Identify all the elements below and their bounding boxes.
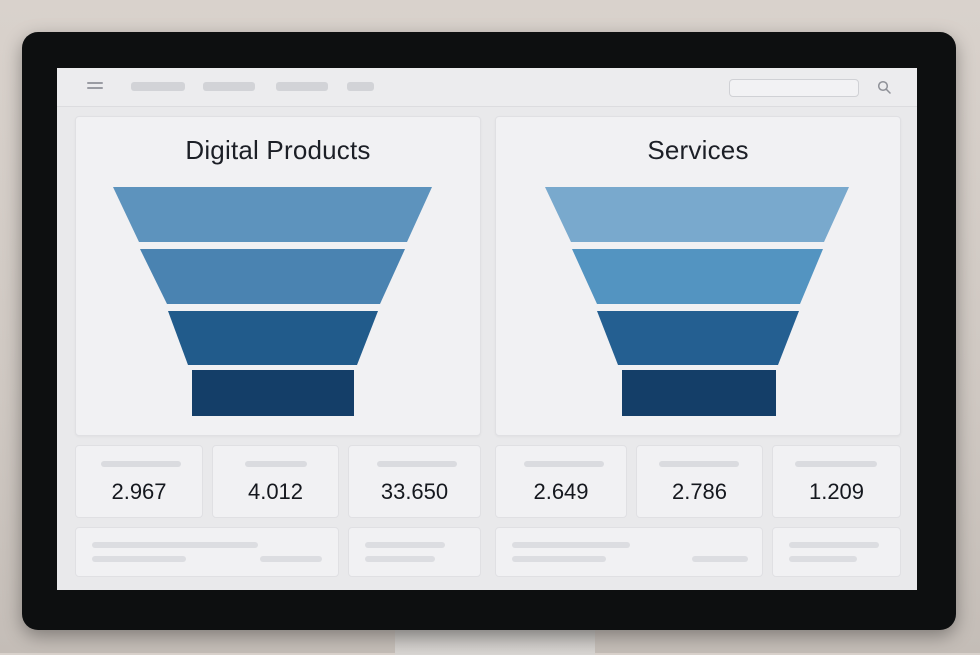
stat-label-placeholder	[101, 461, 181, 467]
digital-products-funnel	[113, 187, 432, 416]
stat-label-placeholder	[524, 461, 604, 467]
stat-value: 2.786	[671, 479, 728, 504]
info-card[interactable]	[495, 527, 763, 577]
monitor-stand	[395, 625, 595, 655]
stat-value: 2.649	[533, 479, 589, 504]
nav-item-2[interactable]	[203, 82, 255, 91]
hamburger-icon[interactable]	[87, 82, 103, 92]
stat-value: 1.209	[808, 479, 865, 504]
text-placeholder	[692, 556, 748, 562]
info-card[interactable]	[348, 527, 481, 577]
text-placeholder	[789, 542, 879, 548]
dashboard-screen: Digital Products Services 2.967 4.012 33…	[57, 68, 917, 590]
digital-products-panel: Digital Products	[75, 116, 481, 436]
search-input[interactable]	[729, 79, 859, 97]
funnel-stage-4	[622, 370, 776, 416]
stat-card[interactable]: 33.650	[348, 445, 481, 518]
panel-title: Services	[647, 135, 749, 165]
text-placeholder	[365, 556, 435, 562]
stat-value: 4.012	[247, 479, 304, 504]
stat-label-placeholder	[795, 461, 877, 467]
nav-item-4[interactable]	[347, 82, 374, 91]
text-placeholder	[512, 556, 606, 562]
text-placeholder	[512, 542, 630, 548]
services-funnel	[545, 187, 849, 416]
nav-item-1[interactable]	[131, 82, 185, 91]
stat-label-placeholder	[659, 461, 739, 467]
panel-title: Digital Products	[185, 135, 371, 165]
text-placeholder	[260, 556, 322, 562]
funnel-stage-2	[140, 249, 405, 304]
services-panel: Services	[495, 116, 901, 436]
funnel-stage-3	[168, 311, 378, 365]
text-placeholder	[92, 542, 258, 548]
text-placeholder	[789, 556, 857, 562]
funnel-stage-3	[597, 311, 799, 365]
stat-card[interactable]: 2.786	[636, 445, 763, 518]
text-placeholder	[92, 556, 186, 562]
info-card[interactable]	[772, 527, 901, 577]
info-card[interactable]	[75, 527, 339, 577]
funnel-stage-2	[572, 249, 823, 304]
stat-card[interactable]: 2.967	[75, 445, 203, 518]
funnel-stage-1	[545, 187, 849, 242]
stat-card[interactable]: 4.012	[212, 445, 339, 518]
top-bar	[57, 68, 917, 107]
search-icon[interactable]	[877, 80, 891, 94]
nav-item-3[interactable]	[276, 82, 328, 91]
funnel-stage-4	[192, 370, 354, 416]
stat-label-placeholder	[377, 461, 457, 467]
funnel-stage-1	[113, 187, 432, 242]
stat-card[interactable]: 1.209	[772, 445, 901, 518]
stat-card[interactable]: 2.649	[495, 445, 627, 518]
stat-value: 2.967	[111, 479, 167, 504]
stat-label-placeholder	[245, 461, 307, 467]
text-placeholder	[365, 542, 445, 548]
stat-value: 33.650	[380, 479, 449, 504]
